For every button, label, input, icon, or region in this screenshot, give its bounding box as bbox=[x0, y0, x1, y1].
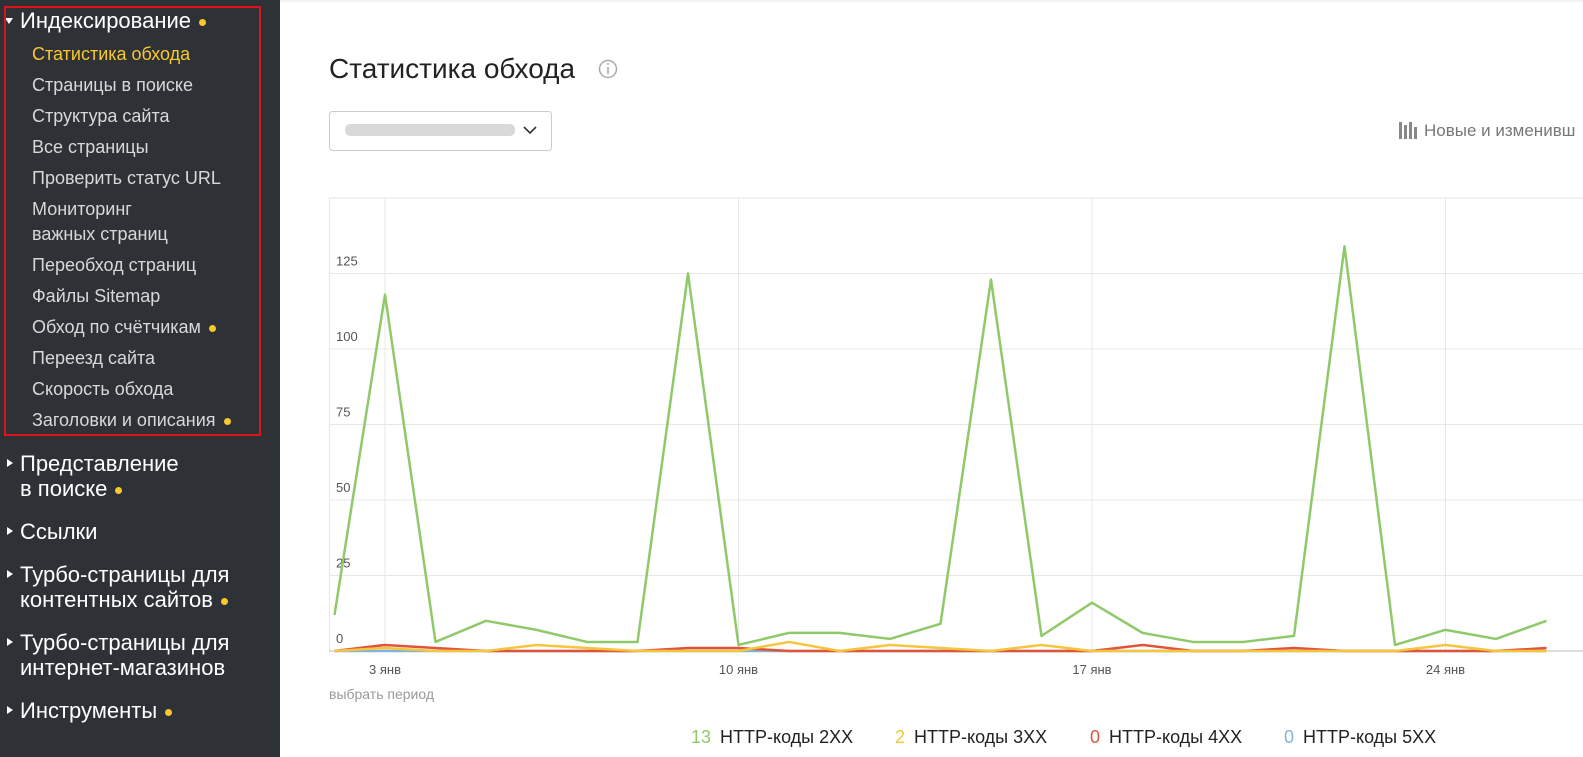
notification-dot bbox=[208, 324, 216, 332]
x-tick-label: 10 янв bbox=[719, 662, 758, 677]
notification-dot bbox=[115, 486, 123, 494]
legend-item[interactable]: 0 HTTP-коды 5XX bbox=[1284, 727, 1436, 747]
menu-item[interactable]: Статистика обхода bbox=[0, 42, 280, 67]
legend-total: 0 bbox=[1090, 727, 1100, 747]
site-dropdown[interactable] bbox=[329, 111, 552, 151]
legend-item[interactable]: 2 HTTP-коды 3XX bbox=[895, 727, 1047, 747]
submenu: Статистика обхода Страницы в поиске Структ… bbox=[0, 42, 280, 433]
menu-section: Турбо-страницы для контентных сайтов bbox=[0, 562, 280, 612]
menu-item[interactable]: Заголовки и описания bbox=[0, 408, 280, 433]
menu-text: Проверить статус URL bbox=[32, 168, 221, 188]
notification-dot bbox=[220, 597, 228, 605]
menu-text: Переезд сайта bbox=[32, 348, 156, 368]
menu-text: интернет-магазинов bbox=[20, 655, 226, 680]
page-title: Статистика обхода bbox=[329, 53, 575, 84]
info-icon[interactable] bbox=[598, 59, 618, 79]
menu-item[interactable]: Файлы Sitemap bbox=[0, 284, 280, 309]
menu-section-title[interactable]: Инструменты bbox=[0, 698, 280, 723]
menu-text: Турбо-страницы для bbox=[20, 562, 230, 587]
menu-section: Ссылки bbox=[0, 519, 280, 544]
legend-total: 2 bbox=[895, 727, 905, 747]
menu-text: Заголовки и описания bbox=[32, 410, 216, 430]
y-tick-label: 50 bbox=[336, 480, 350, 495]
menu-section-title[interactable]: Турбо-страницы для контентных сайтов bbox=[0, 562, 280, 612]
blurred-url bbox=[345, 124, 515, 136]
menu-text: контентных сайтов bbox=[20, 587, 213, 612]
legend-label: HTTP-коды 5XX bbox=[1303, 727, 1436, 747]
menu-item[interactable]: Структура сайта bbox=[0, 104, 280, 129]
menu-text: Скорость обхода bbox=[32, 379, 174, 399]
menu-item[interactable]: Все страницы bbox=[0, 135, 280, 160]
menu-text: Обход по счётчикам bbox=[32, 317, 201, 337]
period-link[interactable]: выбрать период bbox=[329, 686, 434, 702]
legend-label: HTTP-коды 4XX bbox=[1109, 727, 1242, 747]
menu-text: Файлы Sitemap bbox=[32, 286, 161, 306]
legend-item[interactable]: 13 HTTP-коды 2XX bbox=[691, 727, 853, 747]
x-tick-label: 3 янв bbox=[369, 662, 401, 677]
menu-text: Страницы в поиске bbox=[32, 75, 193, 95]
menu-item[interactable]: Страницы в поиске bbox=[0, 73, 280, 98]
menu-text: важных страниц bbox=[32, 224, 168, 244]
menu-text: Статистика обхода bbox=[32, 44, 191, 64]
sidebar: Индексирование Статистика обхода Страницы … bbox=[0, 0, 280, 757]
menu-item[interactable]: Проверить статус URL bbox=[0, 166, 280, 191]
plot bbox=[333, 245, 1547, 653]
menu-section-title[interactable]: Ссылки bbox=[0, 519, 280, 544]
menu-item[interactable]: Обход по счётчикам bbox=[0, 315, 280, 340]
menu-item[interactable]: Мониторинг важных страниц bbox=[0, 197, 280, 247]
menu-text: Переобход страниц bbox=[32, 255, 197, 275]
legend-total: 0 bbox=[1284, 727, 1294, 747]
menu-section: Инструменты bbox=[0, 698, 280, 723]
notification-dot bbox=[199, 18, 207, 26]
legend-item[interactable]: 0 HTTP-коды 4XX bbox=[1090, 727, 1242, 747]
y-tick-label: 0 bbox=[336, 631, 343, 646]
menu-text: Ссылки bbox=[20, 519, 98, 544]
menu-text: Структура сайта bbox=[32, 106, 170, 126]
series-line bbox=[333, 245, 1547, 647]
menu-section: Представление в поиске bbox=[0, 451, 280, 501]
menu-section-title[interactable]: Представление в поиске bbox=[0, 451, 280, 501]
x-tick-label: 24 янв bbox=[1426, 662, 1465, 677]
notification-dot bbox=[223, 417, 231, 425]
menu-text: Индексирование bbox=[20, 8, 192, 33]
legend-label: HTTP-коды 3XX bbox=[914, 727, 1047, 747]
y-tick-label: 100 bbox=[336, 329, 358, 344]
menu-section: Турбо-страницы для интернет-магазинов bbox=[0, 630, 280, 680]
menu-section-title[interactable]: Индексирование bbox=[0, 8, 280, 33]
menu-text: Представление bbox=[20, 451, 179, 476]
toolbar-link[interactable]: Новые и изменивш bbox=[1424, 121, 1575, 140]
legend-total: 13 bbox=[691, 727, 711, 747]
menu-section-title[interactable]: Турбо-страницы для интернет-магазинов bbox=[0, 630, 280, 680]
menu-text: Мониторинг bbox=[32, 199, 132, 219]
legend-label: HTTP-коды 2XX bbox=[720, 727, 853, 747]
menu-text: Все страницы bbox=[32, 137, 149, 157]
notification-dot bbox=[165, 708, 173, 716]
menu-item[interactable]: Скорость обхода bbox=[0, 377, 280, 402]
menu-item[interactable]: Переезд сайта bbox=[0, 346, 280, 371]
menu-text: в поиске bbox=[20, 476, 108, 501]
x-tick-label: 17 янв bbox=[1072, 662, 1111, 677]
menu-item[interactable]: Переобход страниц bbox=[0, 253, 280, 278]
y-tick-label: 125 bbox=[336, 254, 358, 269]
y-tick-label: 75 bbox=[336, 405, 350, 420]
series-line bbox=[334, 640, 1547, 653]
menu-text: Инструменты bbox=[20, 698, 158, 723]
toolbar-icon bbox=[1399, 122, 1417, 139]
menu-text: Турбо-страницы для bbox=[20, 630, 230, 655]
menu-section: Индексирование Статистика обхода Страницы … bbox=[0, 8, 280, 433]
